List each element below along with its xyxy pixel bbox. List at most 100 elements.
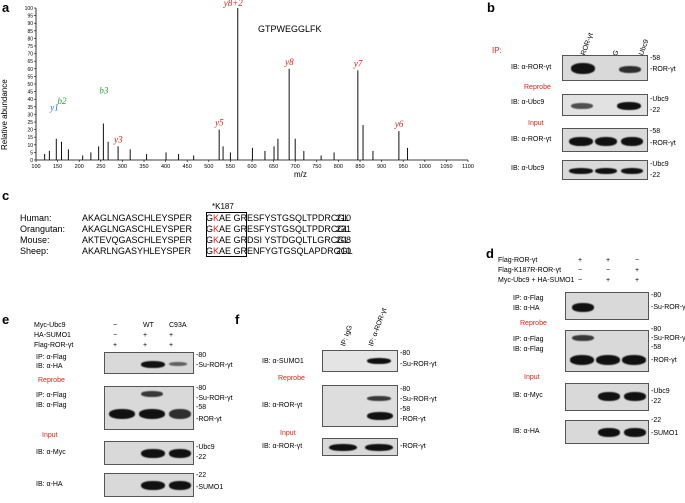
d-blot-2 — [565, 330, 649, 372]
e-row2-mw80: -80 — [196, 385, 207, 392]
e-row1-ib: IB: α-HA — [36, 363, 63, 370]
d-condition-label: Flag-ROR-γt — [498, 257, 538, 264]
e-condition-mark: WT — [143, 322, 154, 329]
y-tick-label: 40 — [27, 97, 33, 103]
e-condition-mark: + — [169, 332, 174, 339]
d-condition-label: Flag-K187R-ROR-γt — [498, 267, 562, 274]
b-input: Input — [528, 120, 544, 127]
f-row2-mw58: -58 — [400, 406, 411, 413]
f-reprobe: Reprobe — [278, 375, 305, 382]
b-row1-ib: IB: α-ROR-γt — [511, 64, 552, 71]
blot-band — [141, 481, 165, 490]
x-tick-label: 800 — [334, 164, 343, 170]
y-tick-label: 25 — [27, 120, 33, 126]
b-row4-mw: -22 — [650, 172, 661, 179]
sequence-post: GRDSI YSTDGQLTLGRCGL — [231, 235, 350, 245]
e-condition-mark: + — [143, 332, 148, 339]
species-label: Mouse: — [20, 235, 50, 245]
d-row2-ror: -ROR-γt — [651, 357, 677, 364]
x-tick-label: 600 — [247, 164, 256, 170]
species-label: Human: — [20, 213, 52, 223]
d-reprobe: Reprobe — [520, 320, 547, 327]
e-row4-band: -SUMO1 — [196, 484, 224, 491]
x-tick-label: 750 — [312, 164, 321, 170]
ion-label: y7 — [353, 58, 363, 68]
y-tick-label: 90 — [27, 21, 33, 27]
f-row1-mw: -80 — [400, 350, 411, 357]
b-row4-band: -Ubc9 — [650, 161, 669, 168]
f-row2-su: -Su-ROR-γt — [400, 396, 437, 403]
blot-band — [598, 428, 620, 437]
sequence-ae: AE — [219, 235, 232, 245]
ion-label: y1 — [49, 103, 59, 113]
e-condition-label: HA-SUMO1 — [34, 332, 71, 339]
blot-band — [169, 449, 191, 458]
sequence-g: G — [206, 246, 214, 256]
b-ip-label: IP: — [492, 46, 502, 55]
sequence-k187: K — [213, 235, 220, 245]
x-tick-label: 500 — [204, 164, 213, 170]
x-tick-label: 1000 — [419, 164, 431, 170]
residue-number: 208 — [336, 235, 352, 245]
e-row2-ror: -ROR-γt — [196, 416, 222, 423]
d-row2-su: -Su-ROR-γt — [651, 335, 685, 342]
b-row3-band: -ROR-γt — [650, 140, 676, 147]
panel-label-e: e — [2, 312, 10, 327]
x-tick-label: 650 — [269, 164, 278, 170]
f-row2-ror: -ROR-γt — [400, 416, 426, 423]
blot-band — [622, 355, 646, 365]
ion-label: y5 — [214, 118, 224, 128]
sequence-post: GRESFYSTGSQLTPDRCGL — [231, 224, 350, 234]
d-condition-mark: + — [606, 277, 611, 284]
d-condition-mark: − — [606, 267, 611, 274]
y-tick-label: 100 — [25, 6, 34, 12]
f-lane-1: IP: IgG — [340, 324, 355, 348]
blot-band — [141, 391, 163, 397]
blot-band — [624, 428, 646, 437]
e-reprobe: Reprobe — [38, 377, 65, 384]
d-row3-ib: IB: α-Myc — [513, 392, 543, 399]
x-tick-label: 850 — [355, 164, 364, 170]
d-row1-ip: IP: α-Flag — [513, 295, 544, 302]
sequence-g: G — [206, 235, 214, 245]
k187-site-label: *K187 — [212, 202, 234, 211]
ion-label: b3 — [99, 86, 109, 96]
b-blot-2 — [562, 94, 648, 116]
residue-number: 231 — [336, 224, 352, 234]
e-condition-mark: + — [143, 342, 148, 349]
b-blot-3 — [562, 128, 648, 152]
blot-band — [141, 361, 165, 368]
ion-label: b2 — [57, 96, 67, 106]
x-tick-label: 450 — [183, 164, 192, 170]
d-row4-band: -SUMO1 — [651, 430, 679, 437]
alignment-row: Human: AKAGLNGASCHLEYSPER GKAE GRESFYSTGSQ… — [20, 213, 351, 223]
y-tick-label: 75 — [27, 44, 33, 50]
blot-band — [141, 449, 165, 458]
e-blot-1 — [104, 352, 194, 374]
alignment-row: Orangutan: AKAGLNGASCHLEYSPER GKAE GRESFYS… — [20, 224, 352, 234]
d-row2-ib: IB: α-Flag — [513, 346, 544, 353]
d-input: Input — [524, 374, 540, 381]
f-row2-mw80: -80 — [400, 386, 411, 393]
sequence-pre: AKAGLNGASCHLEYSPER — [82, 213, 193, 223]
f-blot-3 — [322, 438, 398, 456]
y-tick-label: 10 — [27, 143, 33, 149]
e-condition-label: Flag-ROR-γt — [34, 342, 74, 349]
blot-band — [169, 362, 187, 366]
sequence-g: G — [206, 224, 214, 234]
sequence-k187: K — [213, 246, 220, 256]
y-tick-label: 5 — [30, 150, 33, 156]
y-tick-label: 60 — [27, 67, 33, 73]
e-condition-mark: − — [113, 322, 118, 329]
panel-label-d: d — [486, 246, 494, 261]
d-row3-mw: -22 — [651, 398, 662, 405]
sequence-k187: K — [213, 213, 220, 223]
residue-number: 210 — [336, 246, 352, 256]
panel-label-c: c — [2, 188, 10, 203]
e-condition-mark: + — [113, 342, 118, 349]
e-input: Input — [42, 432, 58, 439]
y-tick-label: 65 — [27, 59, 33, 65]
blot-band — [139, 409, 165, 419]
e-row2-mw58: -58 — [196, 404, 207, 411]
b-row1-band: -ROR-γt — [650, 66, 676, 73]
